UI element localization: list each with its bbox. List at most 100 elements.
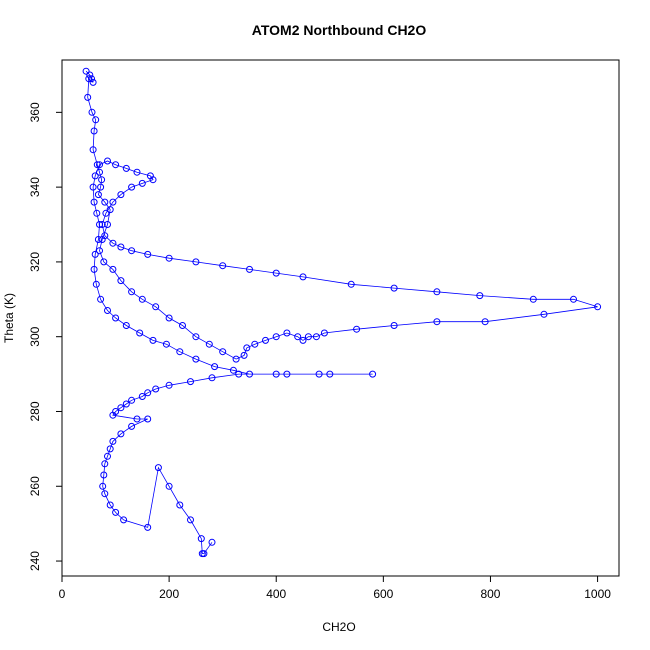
- data-point: [117, 430, 125, 438]
- data-point: [101, 232, 109, 240]
- data-point: [128, 288, 136, 296]
- data-point: [208, 538, 216, 546]
- data-point: [104, 452, 111, 460]
- data-point: [570, 295, 577, 303]
- plot-frame: [61, 59, 620, 577]
- data-point: [133, 415, 141, 423]
- data-point: [165, 482, 173, 490]
- data-point: [192, 258, 200, 266]
- data-point: [122, 322, 130, 329]
- data-point: [433, 288, 441, 296]
- data-point: [112, 314, 120, 322]
- data-point: [149, 336, 157, 344]
- data-point: [187, 378, 194, 386]
- y-tick-label: 360: [28, 102, 42, 122]
- data-point: [97, 183, 105, 191]
- data-point: [90, 265, 98, 273]
- data-point: [82, 67, 90, 75]
- data-point: [101, 490, 109, 498]
- data-point: [251, 340, 259, 348]
- data-point: [144, 523, 152, 531]
- data-point: [243, 344, 251, 352]
- data-point: [594, 303, 602, 311]
- data-point: [320, 329, 328, 337]
- x-tick-label: 800: [480, 587, 500, 601]
- data-point: [433, 318, 441, 326]
- plot-border: [61, 59, 620, 577]
- data-point: [101, 460, 109, 468]
- data-point: [96, 168, 103, 176]
- data-point: [211, 363, 219, 371]
- data-point: [128, 396, 136, 404]
- data-point: [369, 370, 377, 378]
- data-point: [246, 370, 253, 378]
- data-point: [192, 355, 200, 363]
- y-tick-label: 260: [28, 476, 42, 496]
- data-point: [138, 393, 146, 400]
- data-point: [390, 284, 398, 292]
- chart-title: ATOM2 Northbound CH2O: [252, 22, 427, 38]
- y-axis-label: Theta (K): [2, 293, 16, 343]
- x-axis-label: CH2O: [322, 620, 355, 634]
- data-point: [109, 437, 117, 445]
- data-point: [93, 161, 101, 169]
- data-point: [197, 535, 205, 543]
- data-point: [106, 445, 114, 453]
- data-point: [85, 75, 93, 83]
- data-point: [133, 168, 141, 176]
- data-point: [152, 385, 160, 393]
- data-point: [481, 318, 489, 326]
- data-point: [92, 116, 100, 124]
- data-point: [101, 198, 109, 206]
- data-point: [219, 348, 227, 356]
- data-point: [176, 348, 184, 356]
- data-point: [89, 183, 97, 191]
- data-point: [283, 329, 291, 337]
- data-point: [104, 307, 111, 314]
- data-point: [104, 221, 111, 228]
- data-point: [112, 161, 120, 169]
- data-point: [86, 71, 94, 79]
- data-point: [272, 333, 280, 341]
- data-point: [272, 269, 280, 277]
- data-point: [128, 422, 136, 430]
- y-tick-label: 280: [28, 401, 42, 421]
- data-point: [100, 471, 108, 479]
- data-point: [165, 314, 173, 322]
- y-tick-label: 320: [28, 252, 42, 272]
- data-point: [109, 265, 117, 273]
- data-point: [347, 280, 355, 288]
- data-point: [93, 209, 101, 217]
- data-point: [315, 370, 323, 378]
- data-point: [89, 146, 97, 154]
- data-point: [165, 254, 173, 262]
- data-point: [326, 370, 334, 378]
- data-point: [152, 303, 160, 311]
- x-tick-label: 1000: [584, 587, 611, 601]
- data-point: [353, 325, 361, 333]
- data-point: [84, 93, 92, 101]
- data-point: [162, 340, 170, 348]
- data-point: [102, 209, 110, 217]
- data-point: [390, 322, 398, 329]
- data-point: [192, 333, 200, 341]
- data-point: [144, 389, 152, 397]
- data-point: [106, 206, 114, 214]
- data-point: [240, 351, 248, 359]
- data-point: [97, 295, 105, 303]
- data-point: [96, 221, 103, 228]
- series-line: [85, 70, 598, 554]
- data-point: [109, 198, 117, 206]
- data-point: [88, 75, 95, 83]
- data-point: [94, 236, 102, 243]
- data-point: [146, 172, 154, 180]
- data-point: [98, 221, 106, 228]
- data-point: [219, 262, 227, 270]
- data-point: [144, 415, 152, 423]
- x-axis: 0 200 400 600 800 1000: [59, 576, 611, 601]
- data-point: [88, 108, 96, 116]
- data-point: [138, 179, 146, 187]
- data-point: [205, 340, 213, 348]
- data-point: [138, 295, 146, 303]
- data-point: [100, 258, 108, 266]
